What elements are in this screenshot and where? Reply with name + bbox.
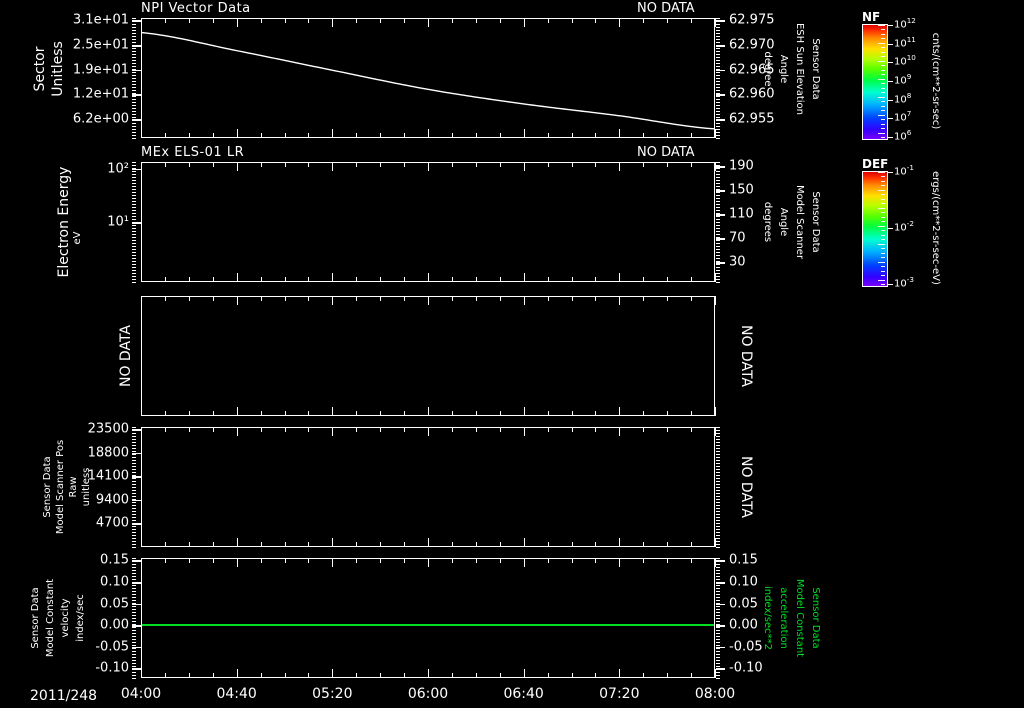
panel-1-ytick-right-3: 62.960 [729, 86, 775, 102]
colorbar-nf-tick-4: 108 [894, 90, 912, 106]
panel-1-right-axis-title-line2: Angle [778, 54, 789, 84]
panel-4-ytick-left-2: 14100 [87, 468, 129, 484]
panel-2-right-axis-title-line2: Angle [778, 207, 789, 237]
panel-4-plot-area[interactable] [141, 427, 715, 547]
colorbar-def-gradient[interactable] [862, 171, 888, 287]
panel-1-left-axis-title-line2: Unitless [50, 41, 66, 97]
panel-2-left-axis-title-line1: Electron Energy [56, 166, 72, 278]
colorbar-nf-title: NF [862, 10, 881, 24]
panel-2-ytick-right-1: 150 [729, 182, 754, 198]
panel-5-ytick-right-2: 0.05 [729, 596, 758, 612]
panel-4-ytick-left-0: 23500 [87, 421, 129, 437]
panel-2-plot-area[interactable] [141, 162, 715, 282]
panel-5-ytick-right-3: 0.00 [729, 617, 758, 633]
panel-1-ytick-left-0: 3.1e+01 [72, 12, 129, 28]
panel-4-left-axis-title-line3: Raw [68, 476, 79, 498]
panel-5-right-axis-title-line3: acceleration [778, 587, 789, 649]
panel-1-ytick-left-2: 1.9e+01 [72, 62, 129, 78]
panel-1-plot-area[interactable] [141, 18, 715, 138]
colorbar-def-unit-label: ergs/(cm**2-sr-sec-eV) [930, 171, 941, 285]
panel-5-constant-velocity-line [142, 624, 714, 627]
x-axis-tick-3: 06:00 [407, 686, 449, 702]
panel-5-ytick-right-0: 0.15 [729, 552, 758, 568]
panel-4-ytick-left-3: 9400 [95, 492, 129, 508]
panel-2-ytick-right-4: 30 [729, 254, 746, 270]
panel-5-ytick-right-4: -0.05 [729, 639, 763, 655]
colorbar-nf-tick-5: 107 [894, 109, 912, 124]
x-axis-tick-6: 08:00 [694, 686, 736, 702]
panel-2-ytick-right-0: 190 [729, 158, 754, 174]
colorbar-def-tick-1: 10-2 [894, 219, 914, 234]
panel-1-right-axis-title-line3: ESH Sun Elevation [794, 22, 805, 116]
panel-1-title: NPI Vector Data [141, 1, 251, 16]
panel-5-ytick-left-0: 0.15 [100, 552, 129, 568]
panel-4-left-axis-title-line1: Sensor Data [42, 456, 53, 518]
colorbar-nf-tick-2: 1010 [894, 53, 916, 68]
panel-3-right-nodata-label: NO DATA [738, 324, 754, 388]
panel-3-left-nodata-label: NO DATA [118, 324, 134, 388]
panel-5-ytick-left-5: -0.10 [95, 660, 129, 676]
panel-1-ytick-right-2: 62.965 [729, 62, 775, 78]
panel-2-right-axis-title-line4: Sensor Data [810, 191, 821, 253]
panel-5-ytick-left-4: -0.05 [95, 639, 129, 655]
x-axis-tick-1: 04:40 [216, 686, 257, 702]
colorbar-nf-tick-1: 1011 [894, 34, 916, 50]
panel-4-ytick-left-1: 18800 [87, 445, 129, 461]
panel-5-left-axis-title-line4: index/sec [75, 594, 86, 642]
panel-5-ytick-right-5: -0.10 [729, 660, 763, 676]
panel-5-ytick-left-1: 0.10 [100, 574, 129, 590]
panel-1-ytick-left-3: 1.2e+01 [72, 86, 129, 102]
panel-2-nodata-label: NO DATA [637, 145, 695, 160]
colorbar-nf-unit-label: cnts/(cm**2-sr-sec) [930, 32, 941, 130]
panel-5-ytick-right-1: 0.10 [729, 574, 758, 590]
panel-4-ytick-left-4: 4700 [95, 515, 129, 531]
panel-2-ytick-left-1: 10¹ [107, 214, 129, 230]
colorbar-def-tick-2: 10-3 [894, 275, 914, 290]
panel-2-right-axis-title-line1: degrees [762, 201, 773, 243]
colorbar-nf-tick-3: 109 [894, 72, 912, 87]
panel-2-ytick-right-3: 70 [729, 230, 746, 246]
panel-4-left-axis-title-line2: Model Scanner Pos [55, 439, 66, 535]
panel-5-right-axis-title-line2: Model Constant [794, 578, 805, 658]
panel-1-ytick-right-1: 62.970 [729, 37, 775, 53]
panel-1-left-axis-title-line1: Sector [32, 46, 48, 92]
x-axis-tick-5: 07:20 [599, 686, 640, 702]
panel-1-ytick-left-1: 2.5e+01 [72, 37, 129, 53]
colorbar-def-title: DEF [862, 157, 889, 171]
panel-1-ytick-right-0: 62.975 [729, 12, 775, 28]
panel-5-ytick-left-2: 0.05 [100, 596, 129, 612]
panel-1-ytick-left-4: 6.2e+00 [72, 111, 129, 127]
panel-3-plot-area[interactable] [141, 296, 715, 416]
colorbar-nf-tick-0: 1012 [894, 16, 916, 31]
panel-5-right-axis-title-line1: Sensor Data [810, 587, 821, 649]
panel-1-nodata-label: NO DATA [637, 1, 695, 16]
panel-4-right-nodata-label: NO DATA [738, 455, 754, 519]
panel-2-ytick-right-2: 110 [729, 206, 754, 222]
x-axis-tick-2: 05:20 [312, 686, 353, 702]
x-axis-tick-4: 06:40 [503, 686, 544, 702]
colorbar-nf-tick-6: 106 [894, 128, 912, 143]
panel-5-left-axis-title-line3: velocity [60, 598, 71, 638]
panel-1-right-axis-title-line4: Sensor Data [810, 38, 821, 100]
colorbar-def-tick-0: 10-1 [894, 163, 914, 178]
x-axis-tick-0: 04:00 [120, 686, 162, 702]
panel-1-ytick-right-4: 62.955 [729, 111, 775, 127]
panel-5-plot-area[interactable] [141, 558, 715, 678]
panel-5-ytick-left-3: 0.00 [100, 617, 129, 633]
panel-5-left-axis-title-line1: Sensor Data [30, 587, 41, 649]
panel-2-right-axis-title-line3: Model Scanner [794, 184, 805, 260]
panel-5-right-axis-title-line4: index/sec**2 [762, 586, 773, 650]
panel-5-left-axis-title-line2: Model Constant [45, 578, 56, 658]
date-stamp: 2011/248 [30, 688, 98, 704]
panel-2-left-axis-title-line2: eV [72, 231, 83, 245]
panel-2-title: MEx ELS-01 LR [141, 145, 245, 160]
panel-2-ytick-left-0: 10² [107, 161, 129, 177]
